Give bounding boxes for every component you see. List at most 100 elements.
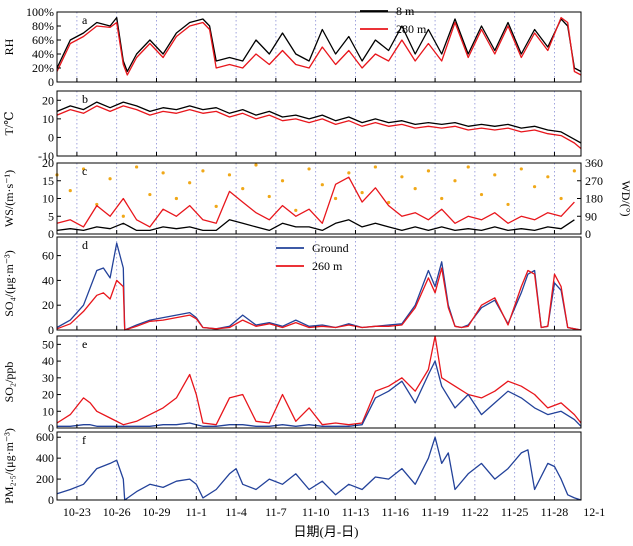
point-c-wd-36 — [532, 185, 537, 189]
series-line-a-8-m — [56, 16, 582, 73]
point-c-wd-9 — [174, 196, 178, 201]
legend-label-a-0: 8 m — [396, 4, 415, 18]
point-c-wd-5 — [121, 214, 125, 218]
ytick-label-c-1: 5 — [48, 209, 54, 223]
point-c-wd-23 — [360, 190, 364, 195]
point-c-wd-25 — [387, 200, 391, 205]
series-line-b-280-m — [56, 105, 582, 150]
point-c-wd-19 — [307, 167, 311, 171]
ytick-label-f-1: 200 — [36, 472, 54, 486]
panel-letter-b: b — [82, 92, 88, 106]
ytick-right-label-c-4: 360 — [585, 156, 603, 170]
ytick-label-d-2: 40 — [42, 273, 54, 287]
legend-label-d-1: 260 m — [312, 259, 343, 273]
ylabel-b: T/℃ — [2, 111, 16, 135]
ylabel-right-c: WD/(°) — [619, 180, 633, 216]
ytick-right-label-c-0: 0 — [585, 227, 591, 241]
ytick-label-b-3: 20 — [42, 93, 54, 107]
ytick-label-e-5: 50 — [42, 337, 54, 351]
ytick-label-d-3: 60 — [42, 249, 54, 263]
point-c-wd-32 — [479, 192, 484, 197]
ytick-label-b-1: 0 — [48, 130, 54, 144]
panel-frame-d — [56, 236, 582, 331]
xtick-label-8: 11-16 — [381, 505, 409, 519]
ytick-label-a-2: 40% — [32, 47, 54, 61]
panel-frame-b — [56, 90, 582, 157]
panel-letter-a: a — [82, 13, 88, 27]
ytick-right-label-c-2: 180 — [585, 192, 603, 206]
point-c-wd-29 — [440, 196, 444, 201]
ytick-label-f-3: 600 — [36, 430, 54, 444]
series-line-a-280-m — [56, 16, 582, 76]
ytick-label-d-1: 20 — [42, 298, 54, 312]
ytick-label-c-3: 15 — [42, 174, 54, 188]
point-c-wd-1 — [68, 189, 72, 193]
point-c-wd-28 — [426, 169, 431, 173]
panel-frame-f — [56, 431, 582, 501]
ytick-label-e-2: 20 — [42, 388, 54, 402]
ytick-label-a-5: 100% — [26, 5, 54, 19]
ylabel-d: SO₄/(μg·m⁻³) — [2, 250, 16, 317]
point-c-wd-38 — [559, 196, 563, 201]
point-c-wd-2 — [81, 167, 86, 171]
point-c-wd-27 — [413, 187, 417, 191]
point-c-wd-22 — [347, 171, 351, 175]
xtick-label-2: 10-29 — [142, 505, 170, 519]
point-c-wd-33 — [493, 173, 497, 177]
series-line-c-ws-8-m — [56, 219, 575, 232]
panel-letter-f: f — [82, 433, 86, 447]
point-c-wd-13 — [227, 173, 232, 177]
xtick-label-3: 11-1 — [186, 505, 208, 519]
point-c-wd-18 — [294, 208, 298, 212]
point-c-wd-21 — [333, 196, 338, 201]
ytick-label-e-4: 40 — [42, 354, 54, 368]
panel-letter-c: c — [82, 164, 87, 178]
point-c-wd-39 — [572, 169, 576, 173]
xtick-label-12: 11-28 — [541, 505, 569, 519]
ytick-label-f-2: 400 — [36, 451, 54, 465]
series-line-d-ground — [56, 242, 582, 331]
point-c-wd-14 — [241, 187, 245, 191]
ylabel-e: SO₂/ppb — [2, 362, 16, 403]
ytick-right-label-c-3: 270 — [585, 174, 603, 188]
point-c-wd-16 — [267, 194, 271, 199]
point-c-wd-10 — [188, 181, 192, 185]
ytick-label-e-0: 0 — [48, 421, 54, 435]
point-c-wd-11 — [201, 169, 205, 173]
xtick-label-6: 11-10 — [302, 505, 330, 519]
point-c-wd-30 — [453, 179, 457, 183]
point-c-wd-31 — [466, 165, 470, 169]
point-c-wd-8 — [161, 171, 165, 175]
xtick-label-9: 11-19 — [421, 505, 449, 519]
ytick-right-label-c-1: 90 — [585, 209, 597, 223]
ytick-label-a-3: 60% — [32, 33, 54, 47]
ylabel-c: WS/(m·s⁻¹) — [2, 170, 16, 227]
series-line-e-260-m — [56, 335, 582, 426]
xtick-label-0: 10-23 — [63, 505, 91, 519]
xtick-label-7: 11-13 — [342, 505, 370, 519]
ytick-label-e-1: 10 — [42, 404, 54, 418]
ytick-label-a-0: 0 — [48, 75, 54, 89]
ytick-label-c-2: 10 — [42, 192, 54, 206]
series-line-e-ground — [57, 360, 582, 427]
xtick-label-10: 11-22 — [461, 505, 489, 519]
ytick-label-a-1: 20% — [32, 61, 54, 75]
ytick-label-e-3: 30 — [42, 371, 54, 385]
ytick-label-f-0: 0 — [48, 493, 54, 507]
point-c-wd-4 — [108, 177, 112, 181]
point-c-wd-7 — [148, 192, 152, 197]
point-c-wd-17 — [280, 179, 285, 183]
series-line-f-ground — [56, 436, 582, 501]
ylabel-a: RH — [2, 38, 16, 55]
ytick-label-b-0: -10 — [38, 149, 54, 163]
series-line-b-8-m — [56, 101, 582, 144]
panel-frame-e — [56, 335, 582, 429]
ytick-label-c-0: 0 — [48, 227, 54, 241]
point-c-wd-20 — [320, 183, 324, 187]
ylabel-f: PM₂.₅/(μg·m⁻³) — [2, 428, 16, 504]
ytick-label-d-0: 0 — [48, 323, 54, 337]
panel-frame-c — [56, 162, 582, 235]
xtick-label-4: 11-4 — [225, 505, 247, 519]
